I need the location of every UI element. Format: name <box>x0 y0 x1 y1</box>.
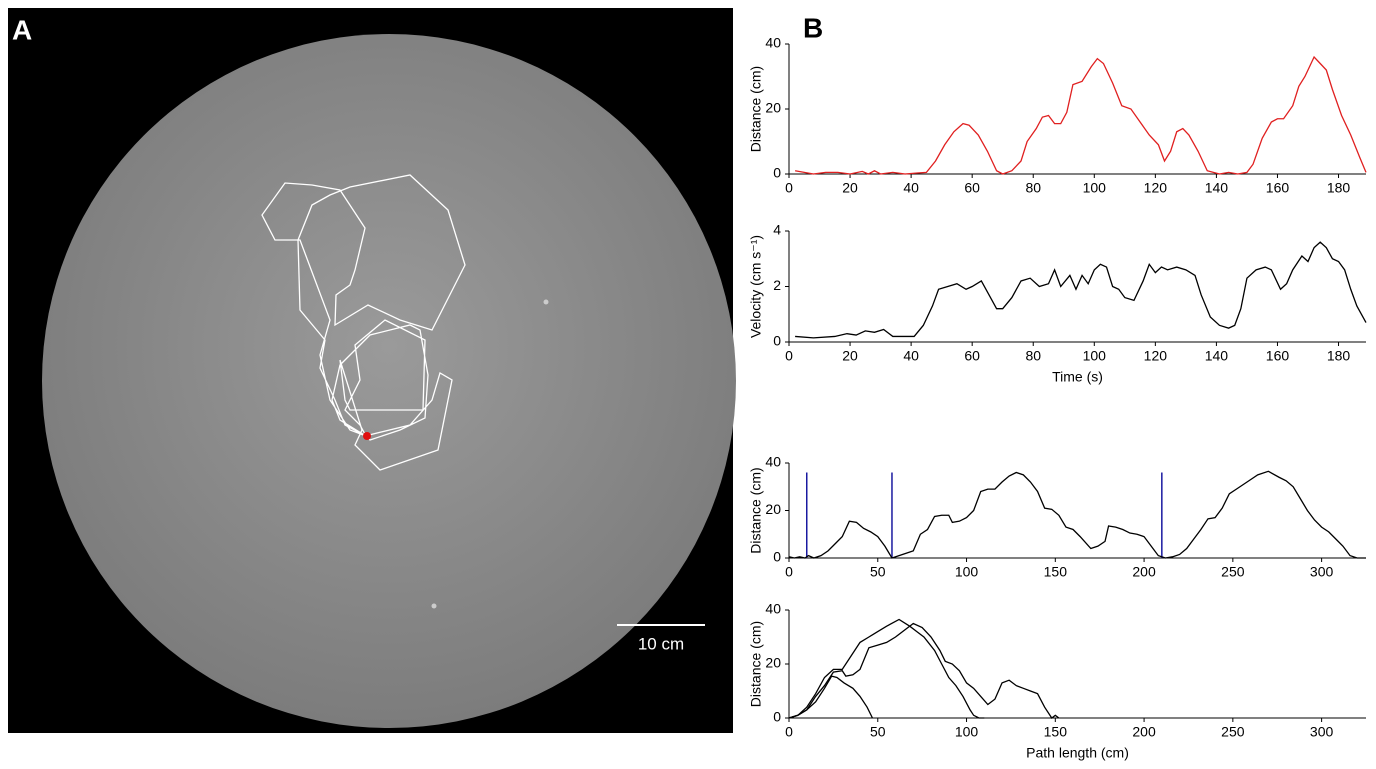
x-tick-label: 40 <box>903 180 919 196</box>
x-tick-label: 0 <box>785 564 793 580</box>
x-tick-label: 120 <box>1144 348 1168 364</box>
x-tick-label: 180 <box>1327 348 1351 364</box>
y-axis-label: Distance (cm) <box>748 66 764 152</box>
x-tick-label: 80 <box>1025 348 1041 364</box>
x-tick-label: 300 <box>1310 724 1334 740</box>
artifact <box>544 300 549 305</box>
data-line <box>795 242 1366 338</box>
x-tick-label: 0 <box>785 348 793 364</box>
x-tick-label: 100 <box>1083 348 1107 364</box>
x-tick-label: 150 <box>1044 724 1068 740</box>
y-tick-label: 20 <box>765 100 781 116</box>
x-tick-label: 0 <box>785 724 793 740</box>
start-point <box>363 432 371 440</box>
panel-label: B <box>803 12 823 43</box>
x-tick-label: 200 <box>1132 564 1156 580</box>
y-axis-label: Velocity (cm s⁻¹) <box>748 235 764 338</box>
x-tick-label: 80 <box>1025 180 1041 196</box>
y-tick-label: 0 <box>773 549 781 565</box>
y-axis-label: Distance (cm) <box>748 621 764 707</box>
data-line <box>795 57 1366 174</box>
x-tick-label: 100 <box>955 564 979 580</box>
x-tick-label: 140 <box>1205 180 1229 196</box>
x-tick-label: 180 <box>1327 180 1351 196</box>
x-tick-label: 40 <box>903 348 919 364</box>
x-axis-label: Time (s) <box>1052 369 1103 385</box>
y-tick-label: 0 <box>773 165 781 181</box>
y-tick-label: 40 <box>765 454 781 470</box>
x-tick-label: 100 <box>955 724 979 740</box>
y-tick-label: 0 <box>773 709 781 725</box>
artifact <box>432 604 437 609</box>
panel-label: A <box>12 14 32 45</box>
y-tick-label: 2 <box>773 277 781 293</box>
x-tick-label: 300 <box>1310 564 1334 580</box>
x-tick-label: 60 <box>964 348 980 364</box>
y-tick-label: 40 <box>765 35 781 51</box>
y-tick-label: 40 <box>765 601 781 617</box>
x-tick-label: 100 <box>1083 180 1107 196</box>
x-tick-label: 150 <box>1044 564 1068 580</box>
y-tick-label: 0 <box>773 333 781 349</box>
data-line <box>789 471 1366 558</box>
x-tick-label: 140 <box>1205 348 1229 364</box>
scale-bar-label: 10 cm <box>638 634 684 653</box>
y-tick-label: 20 <box>765 655 781 671</box>
data-line <box>789 619 984 718</box>
x-tick-label: 20 <box>842 180 858 196</box>
x-tick-label: 50 <box>870 564 886 580</box>
x-tick-label: 60 <box>964 180 980 196</box>
y-tick-label: 20 <box>765 501 781 517</box>
x-tick-label: 120 <box>1144 180 1168 196</box>
x-tick-label: 50 <box>870 724 886 740</box>
x-tick-label: 250 <box>1221 724 1245 740</box>
x-tick-label: 160 <box>1266 348 1290 364</box>
x-tick-label: 20 <box>842 348 858 364</box>
arena <box>42 34 736 728</box>
y-tick-label: 4 <box>773 222 781 238</box>
x-tick-label: 250 <box>1221 564 1245 580</box>
x-axis-label: Path length (cm) <box>1026 745 1129 761</box>
x-tick-label: 160 <box>1266 180 1290 196</box>
x-tick-label: 0 <box>785 180 793 196</box>
x-tick-label: 200 <box>1132 724 1156 740</box>
figure: A 10 cm B 02040020406080100120140160180D… <box>0 0 1376 764</box>
y-axis-label: Distance (cm) <box>748 467 764 553</box>
